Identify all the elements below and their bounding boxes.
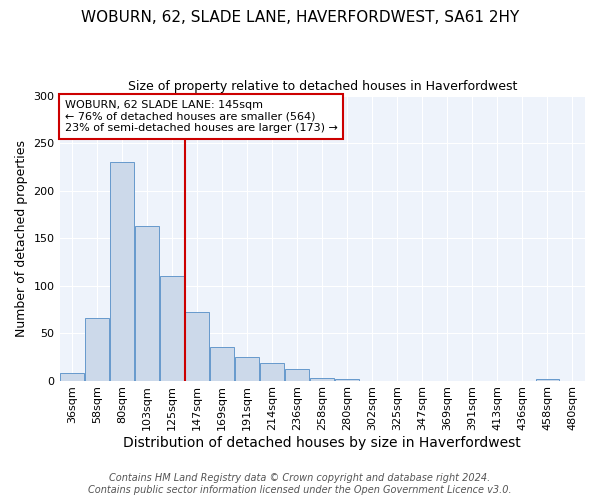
- Text: Contains HM Land Registry data © Crown copyright and database right 2024.
Contai: Contains HM Land Registry data © Crown c…: [88, 474, 512, 495]
- Bar: [286, 369, 309, 380]
- Bar: [160, 276, 184, 380]
- Y-axis label: Number of detached properties: Number of detached properties: [15, 140, 28, 336]
- Text: WOBURN, 62 SLADE LANE: 145sqm
← 76% of detached houses are smaller (564)
23% of : WOBURN, 62 SLADE LANE: 145sqm ← 76% of d…: [65, 100, 338, 133]
- Bar: [310, 378, 334, 380]
- Bar: [335, 378, 359, 380]
- Bar: [185, 312, 209, 380]
- Text: WOBURN, 62, SLADE LANE, HAVERFORDWEST, SA61 2HY: WOBURN, 62, SLADE LANE, HAVERFORDWEST, S…: [81, 10, 519, 25]
- Bar: [110, 162, 134, 380]
- Title: Size of property relative to detached houses in Haverfordwest: Size of property relative to detached ho…: [128, 80, 517, 93]
- Bar: [135, 226, 159, 380]
- Bar: [210, 348, 234, 380]
- Bar: [536, 378, 559, 380]
- Bar: [260, 364, 284, 380]
- X-axis label: Distribution of detached houses by size in Haverfordwest: Distribution of detached houses by size …: [124, 436, 521, 450]
- Bar: [85, 318, 109, 380]
- Bar: [235, 357, 259, 380]
- Bar: [60, 373, 84, 380]
